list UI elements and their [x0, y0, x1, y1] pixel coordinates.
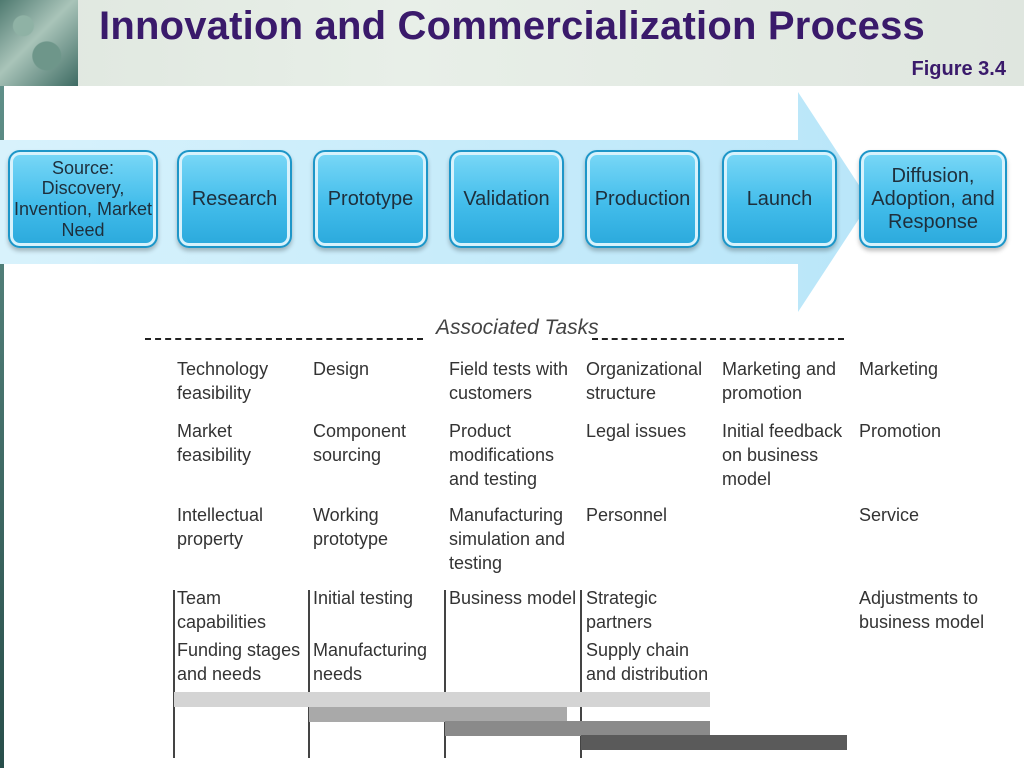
- task-item: Team capabilities: [177, 588, 267, 632]
- process-flow-arrow: [0, 92, 870, 312]
- stage-diffusion: Diffusion, Adoption, and Response: [859, 150, 1007, 248]
- stage-label: Prototype: [327, 187, 414, 210]
- timeline-divider: [444, 590, 446, 758]
- stage-validation: Validation: [449, 150, 564, 248]
- stage-label: Source: Discovery, Invention, Market Nee…: [13, 157, 153, 240]
- figure-label: Figure 3.4: [911, 58, 1006, 80]
- header-decorative-image: [0, 0, 78, 86]
- task-item: Promotion: [859, 421, 942, 441]
- timeline-divider: [580, 590, 582, 758]
- stage-label: Diffusion, Adoption, and Response: [871, 164, 995, 233]
- timeline-divider: [308, 590, 310, 758]
- stage-label: Launch: [746, 187, 813, 210]
- task-item: Component sourcing: [313, 421, 407, 465]
- task-item: Marketing: [859, 359, 939, 379]
- phase-bar: [581, 735, 847, 750]
- stage-source: Source: Discovery, Invention, Market Nee…: [8, 150, 158, 248]
- stage-launch: Launch: [722, 150, 837, 248]
- stage-label: Validation: [463, 187, 550, 210]
- left-decorative-strip: [0, 86, 4, 768]
- associated-tasks-label: Associated Tasks: [436, 316, 599, 339]
- task-item: Working prototype: [313, 505, 389, 549]
- task-item: Supply chain and distribution: [586, 640, 709, 684]
- phase-bar: [174, 692, 710, 707]
- stage-research: Research: [177, 150, 292, 248]
- task-item: Manufacturing needs: [313, 640, 428, 684]
- task-item: Business model: [449, 588, 577, 608]
- task-item: Strategic partners: [586, 588, 658, 632]
- stage-production: Production: [585, 150, 700, 248]
- task-item: Personnel: [586, 505, 668, 525]
- stage-prototype: Prototype: [313, 150, 428, 248]
- task-item: Adjustments to business model: [859, 588, 985, 632]
- timeline-divider: [173, 590, 175, 758]
- task-item: Market feasibility: [177, 421, 252, 465]
- phase-bar: [309, 707, 567, 722]
- task-item: Intellectual property: [177, 505, 264, 549]
- task-item: Marketing and promotion: [722, 359, 837, 403]
- task-item: Initial testing: [313, 588, 414, 608]
- stage-label: Research: [191, 187, 278, 210]
- dashed-rule-left: [145, 318, 423, 340]
- task-item: Service: [859, 505, 920, 525]
- task-item: Organizational structure: [586, 359, 703, 403]
- task-item: Design: [313, 359, 370, 379]
- phase-bar: [445, 721, 710, 736]
- slide-title: Innovation and Commercialization Process: [99, 4, 925, 48]
- task-item: Field tests with customers: [449, 359, 569, 403]
- dashed-rule-right: [592, 318, 844, 340]
- stage-label: Production: [594, 187, 691, 210]
- task-item: Initial feedback on business model: [722, 421, 843, 489]
- task-item: Legal issues: [586, 421, 687, 441]
- task-item: Product modifications and testing: [449, 421, 555, 489]
- task-item: Technology feasibility: [177, 359, 269, 403]
- task-item: Manufacturing simulation and testing: [449, 505, 566, 573]
- header-band: Innovation and Commercialization Process…: [0, 0, 1024, 86]
- task-item: Funding stages and needs: [177, 640, 301, 684]
